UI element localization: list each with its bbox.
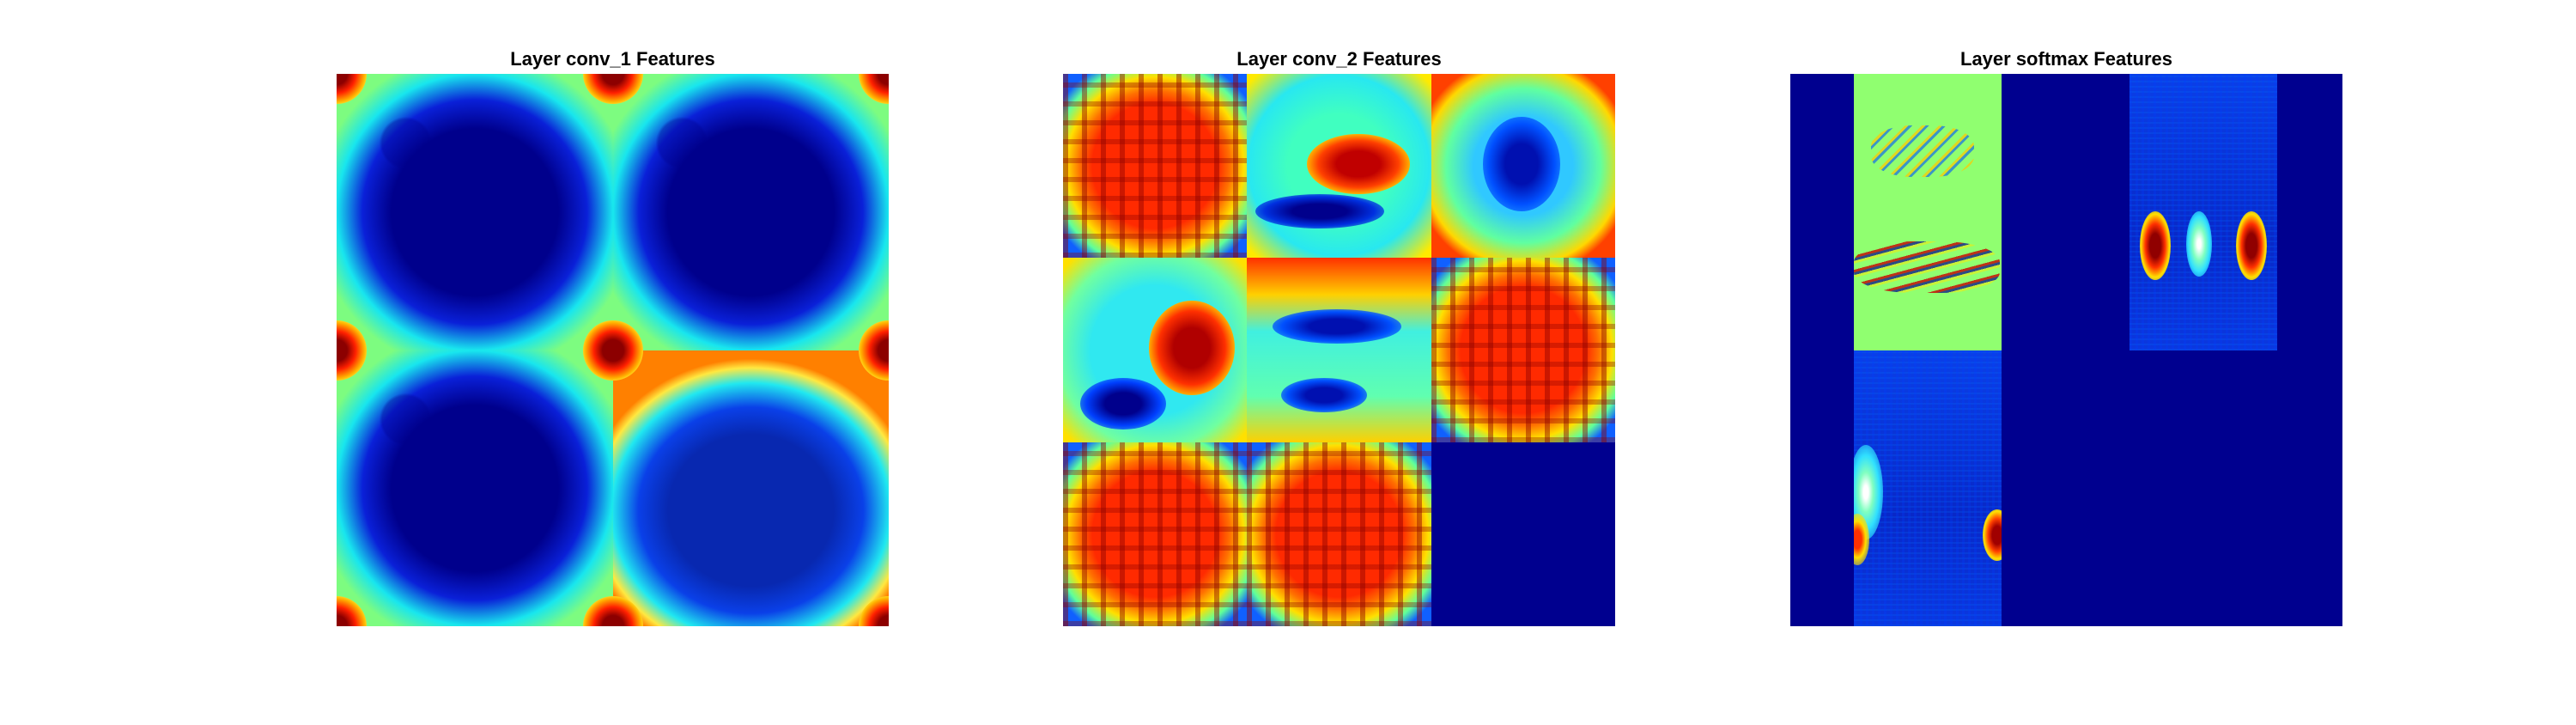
conv2-panel: Layer conv_2 Features (1063, 48, 1615, 629)
softmax-panel: Layer softmax Features (1790, 48, 2342, 629)
conv1-panel: Layer conv_1 Features (337, 48, 889, 629)
softmax-tile-3 (1854, 350, 2002, 626)
conv2-tile-8 (1247, 442, 1431, 626)
conv2-title: Layer conv_2 Features (1236, 48, 1442, 70)
conv2-tile-2 (1247, 74, 1431, 258)
conv1-title: Layer conv_1 Features (510, 48, 715, 70)
conv1-tile-1 (337, 74, 613, 350)
conv1-tile-3 (337, 350, 613, 626)
conv1-tile-4 (613, 350, 889, 626)
softmax-title: Layer softmax Features (1960, 48, 2172, 70)
conv1-tile-2 (613, 74, 889, 350)
conv2-tile-9-empty (1431, 442, 1615, 626)
conv2-feature-montage (1063, 74, 1615, 626)
softmax-feature-montage (1790, 74, 2342, 626)
conv1-feature-montage (337, 74, 889, 626)
softmax-tile-1 (1854, 74, 2002, 350)
softmax-tile-2 (2129, 74, 2277, 350)
conv2-tile-4 (1063, 258, 1247, 442)
conv1-hotspot (583, 320, 643, 381)
conv2-tile-1 (1063, 74, 1247, 258)
conv2-tile-5 (1247, 258, 1431, 442)
conv2-tile-3 (1431, 74, 1615, 258)
conv2-tile-6 (1431, 258, 1615, 442)
conv2-tile-7 (1063, 442, 1247, 626)
